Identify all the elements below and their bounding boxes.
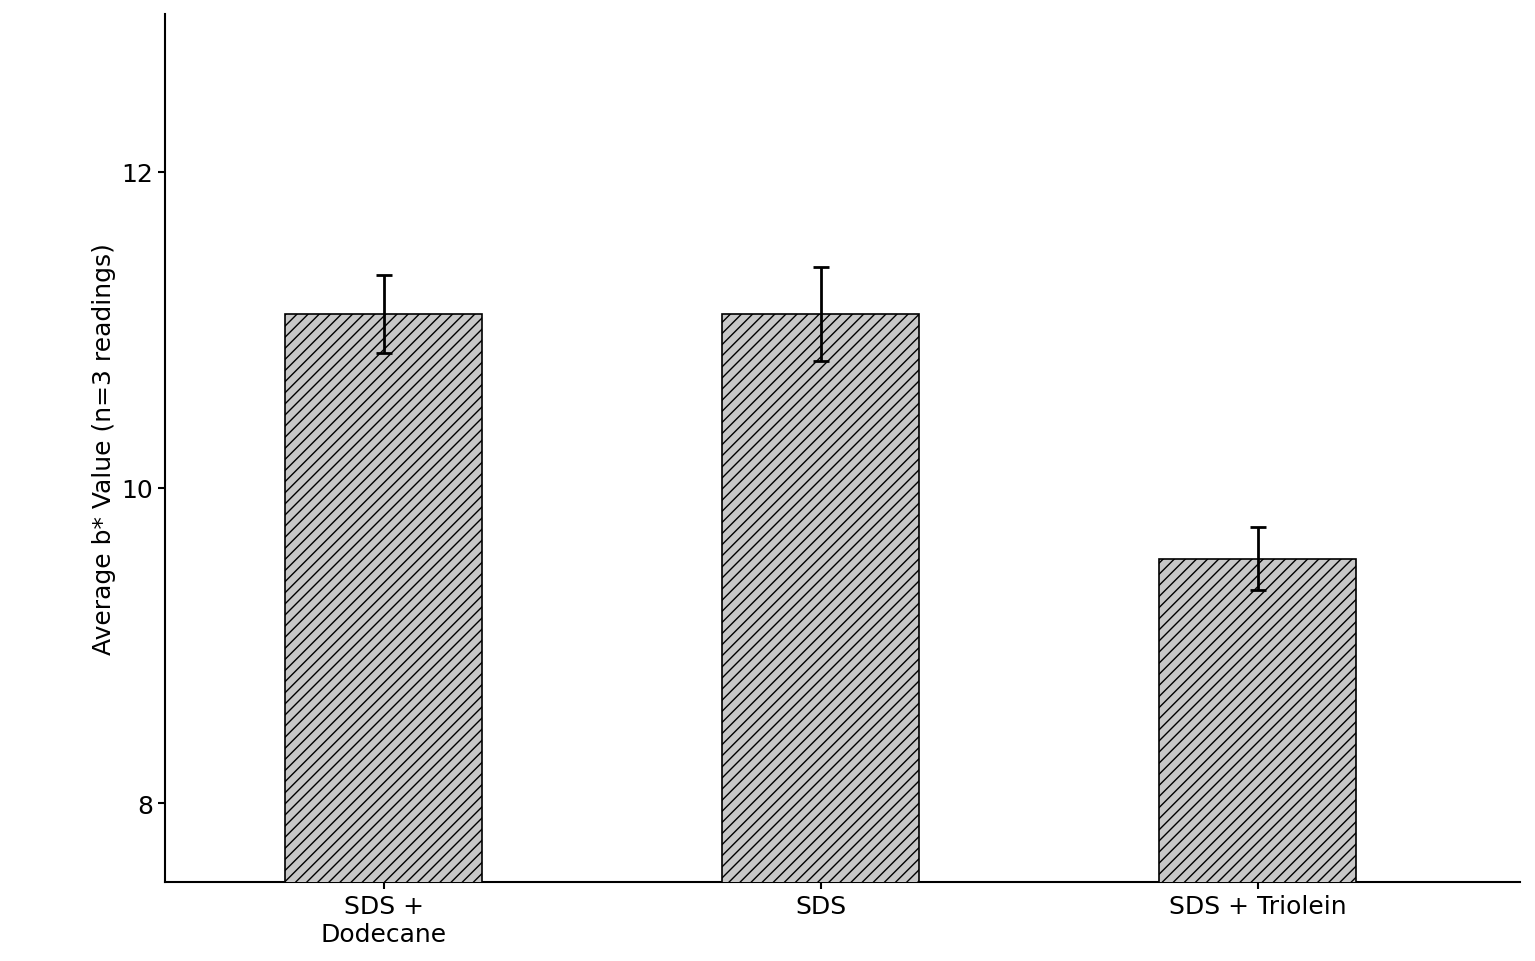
Bar	[723, 314, 919, 961]
Y-axis label: Average b* Value (n=3 readings): Average b* Value (n=3 readings)	[92, 243, 115, 654]
Bar	[286, 314, 482, 961]
Bar	[1159, 559, 1355, 961]
